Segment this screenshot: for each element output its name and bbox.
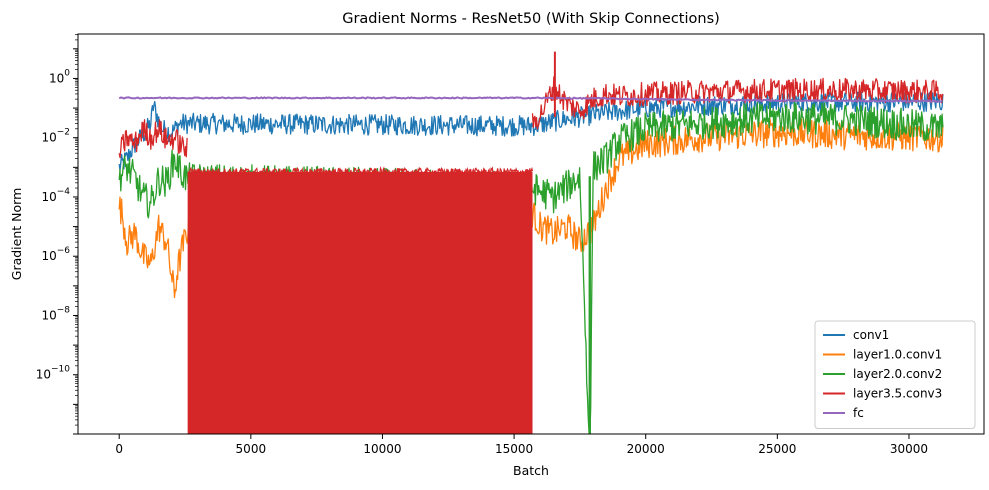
- x-tick-label: 5000: [236, 442, 267, 456]
- series-conv1: [118, 91, 944, 172]
- legend-item: conv1: [823, 328, 889, 342]
- series-line-layer3-5-conv3-0: [118, 119, 188, 159]
- x-axis-label: Batch: [513, 463, 549, 478]
- legend-item: fc: [823, 406, 864, 420]
- x-tick-label: 10000: [363, 442, 401, 456]
- series-layer3-5-conv3: [118, 76, 944, 434]
- x-axis: 0 5000 10000 15000 20000 25000 30000: [115, 434, 928, 456]
- x-tick-label: 30000: [890, 442, 928, 456]
- legend-label: conv1: [853, 328, 889, 342]
- y-tick-label: 10−8: [41, 305, 70, 322]
- series-fc: [118, 96, 943, 103]
- x-tick-label: 25000: [758, 442, 796, 456]
- x-tick-label: 15000: [495, 442, 533, 456]
- y-tick-label: 10−2: [41, 128, 70, 145]
- legend-label: fc: [853, 406, 864, 420]
- plot-area: [118, 51, 944, 434]
- legend-box: [814, 320, 976, 429]
- y-axis: 10−10 10−8 10−6 10−4 10−2 100: [36, 34, 78, 435]
- y-tick-label: 10−4: [41, 187, 70, 204]
- x-tick-label: 20000: [627, 442, 665, 456]
- series-dip-layer2-0-conv2: [588, 176, 591, 434]
- y-tick-label: 10−10: [36, 365, 71, 382]
- series-band-edge-layer3-5-conv3: [187, 166, 534, 178]
- series-band-layer3-5-conv3: [187, 171, 533, 434]
- y-axis-label: Gradient Norm: [9, 188, 24, 280]
- legend-item: layer1.0.conv1: [823, 348, 942, 362]
- y-tick-label: 100: [49, 68, 70, 85]
- y-tick-label: 10−6: [41, 246, 70, 263]
- legend-item: layer2.0.conv2: [823, 367, 942, 381]
- legend-label: layer2.0.conv2: [853, 367, 942, 381]
- legend: conv1 layer1.0.conv1 layer2.0.conv2 layer3.…: [814, 320, 976, 429]
- series-line-layer3-5-conv3-1: [531, 76, 944, 130]
- series-line-fc-0: [118, 96, 943, 103]
- legend-item: layer3.5.conv3: [823, 387, 942, 401]
- series-line-conv1-0: [118, 91, 944, 172]
- legend-label: layer3.5.conv3: [853, 387, 942, 401]
- legend-label: layer1.0.conv1: [853, 348, 942, 362]
- x-tick-label: 0: [115, 442, 123, 456]
- chart-title: Gradient Norms - ResNet50 (With Skip Con…: [342, 11, 720, 27]
- plot-frame: [77, 33, 985, 435]
